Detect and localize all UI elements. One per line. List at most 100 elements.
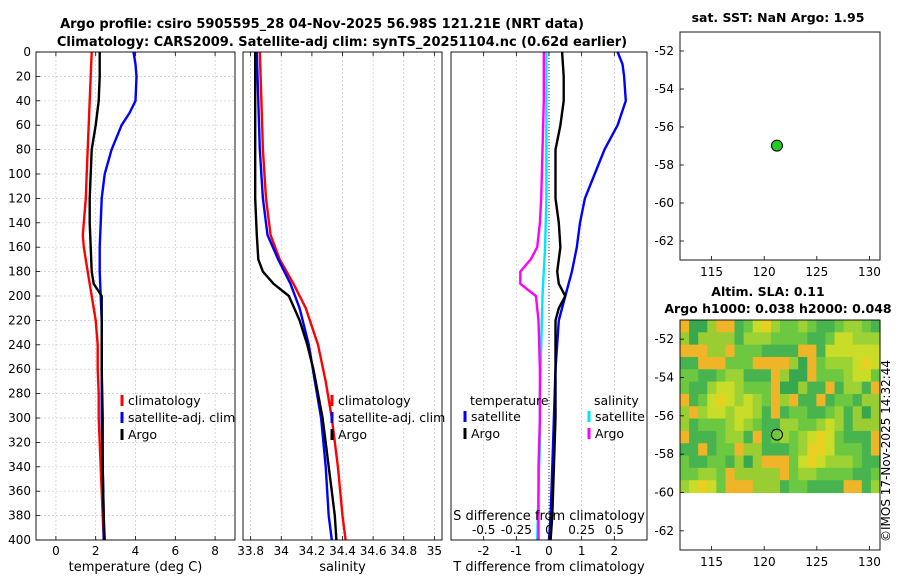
y-tick-label: -60 [654,486,674,500]
heat-cell [852,381,863,395]
heat-cell [843,480,854,494]
heat-cell [743,393,754,407]
legend-label: Argo [471,426,500,441]
heat-cell [689,393,699,407]
heat-cell [770,332,781,346]
heat-cell [807,467,817,481]
heat-cell [870,418,881,432]
heat-cell [680,369,690,383]
y-tick-label: 280 [8,387,31,401]
heat-cell [852,443,863,457]
heat-cell [780,320,790,333]
heat-cell [843,332,854,346]
heat-cell [807,332,817,346]
heat-cell [761,356,772,370]
heat-cell [752,356,763,370]
map-title: Altim. SLA: 0.11 [711,284,824,299]
y-tick-label: -62 [654,524,674,538]
heat-cell [743,467,754,481]
heat-cell [689,356,699,370]
legend-title-temperature: temperature [470,393,549,408]
heat-cell [861,381,872,395]
heat-cell [870,369,881,383]
heat-cell [734,344,745,358]
heat-cell [780,369,790,383]
heat-cell [816,369,827,383]
x-tick-label: -1 [510,544,522,558]
heat-cell [861,356,872,370]
heat-cell [752,418,763,432]
heat-cell [716,480,727,494]
heat-cell [698,443,708,457]
heat-cell [734,369,745,383]
legend-label: satellite-adj. clim [338,410,445,425]
heat-cell [725,332,736,346]
x-tick-label: 115 [700,265,723,279]
heat-cell [861,480,872,494]
heat-cell [834,393,845,407]
heat-cell [861,406,872,420]
heat-cell [716,406,727,420]
y-tick-label: -52 [654,44,674,58]
heat-cell [807,344,817,358]
heat-cell [698,455,708,469]
heat-cell [761,467,772,481]
heat-cell [825,320,836,333]
heat-cell [834,455,845,469]
heat-cell [807,356,817,370]
legend-label: climatology [338,393,411,408]
series-line-t-argo [549,51,567,541]
heat-cell [761,455,772,469]
heat-cell [689,418,699,432]
heat-cell [743,406,754,420]
heat-cell [861,430,872,444]
x-tick-label: 34.6 [360,544,387,558]
heat-cell [689,406,699,420]
heat-cell [816,430,827,444]
heat-cell [680,320,690,333]
heat-cell [761,418,772,432]
heat-cell [852,455,863,469]
heat-cell [834,381,845,395]
heat-cell [852,430,863,444]
heat-cell [698,418,708,432]
heat-cell [743,443,754,457]
heat-cell [825,332,836,346]
y-tick-label: 140 [8,216,31,230]
heat-cell [825,467,836,481]
heat-cell [825,455,836,469]
heat-cell [834,320,845,333]
heat-cell [734,480,745,494]
heat-cell [716,467,727,481]
heat-cell [770,443,781,457]
heat-cell [752,467,763,481]
heat-cell [807,320,817,333]
heat-cell [834,430,845,444]
figure-title-line1: Argo profile: csiro 5905595_28 04-Nov-20… [60,17,584,32]
heat-cell [825,393,836,407]
heat-cell [825,430,836,444]
x-tick-label: 130 [858,555,881,569]
heat-cell [707,418,717,432]
heat-cell [707,406,717,420]
heat-cell [770,320,781,333]
heat-cell [725,381,736,395]
y-tick-label: 120 [8,191,31,205]
heat-cell [770,480,781,494]
heat-cell [834,344,845,358]
heat-cell [743,369,754,383]
legend-label: Argo [338,427,367,442]
heat-cell [816,480,827,494]
heat-cell [870,430,881,444]
x-tick-label: 125 [805,265,828,279]
x-tick-label: 2 [611,544,619,558]
heat-cell [870,467,881,481]
series-line-argo [88,52,106,541]
heat-cell [734,332,745,346]
heat-cell [834,467,845,481]
heat-cell [743,356,754,370]
x-tick-label: 34.8 [390,544,417,558]
heat-cell [843,418,854,432]
heat-cell [752,455,763,469]
heat-cell [825,443,836,457]
